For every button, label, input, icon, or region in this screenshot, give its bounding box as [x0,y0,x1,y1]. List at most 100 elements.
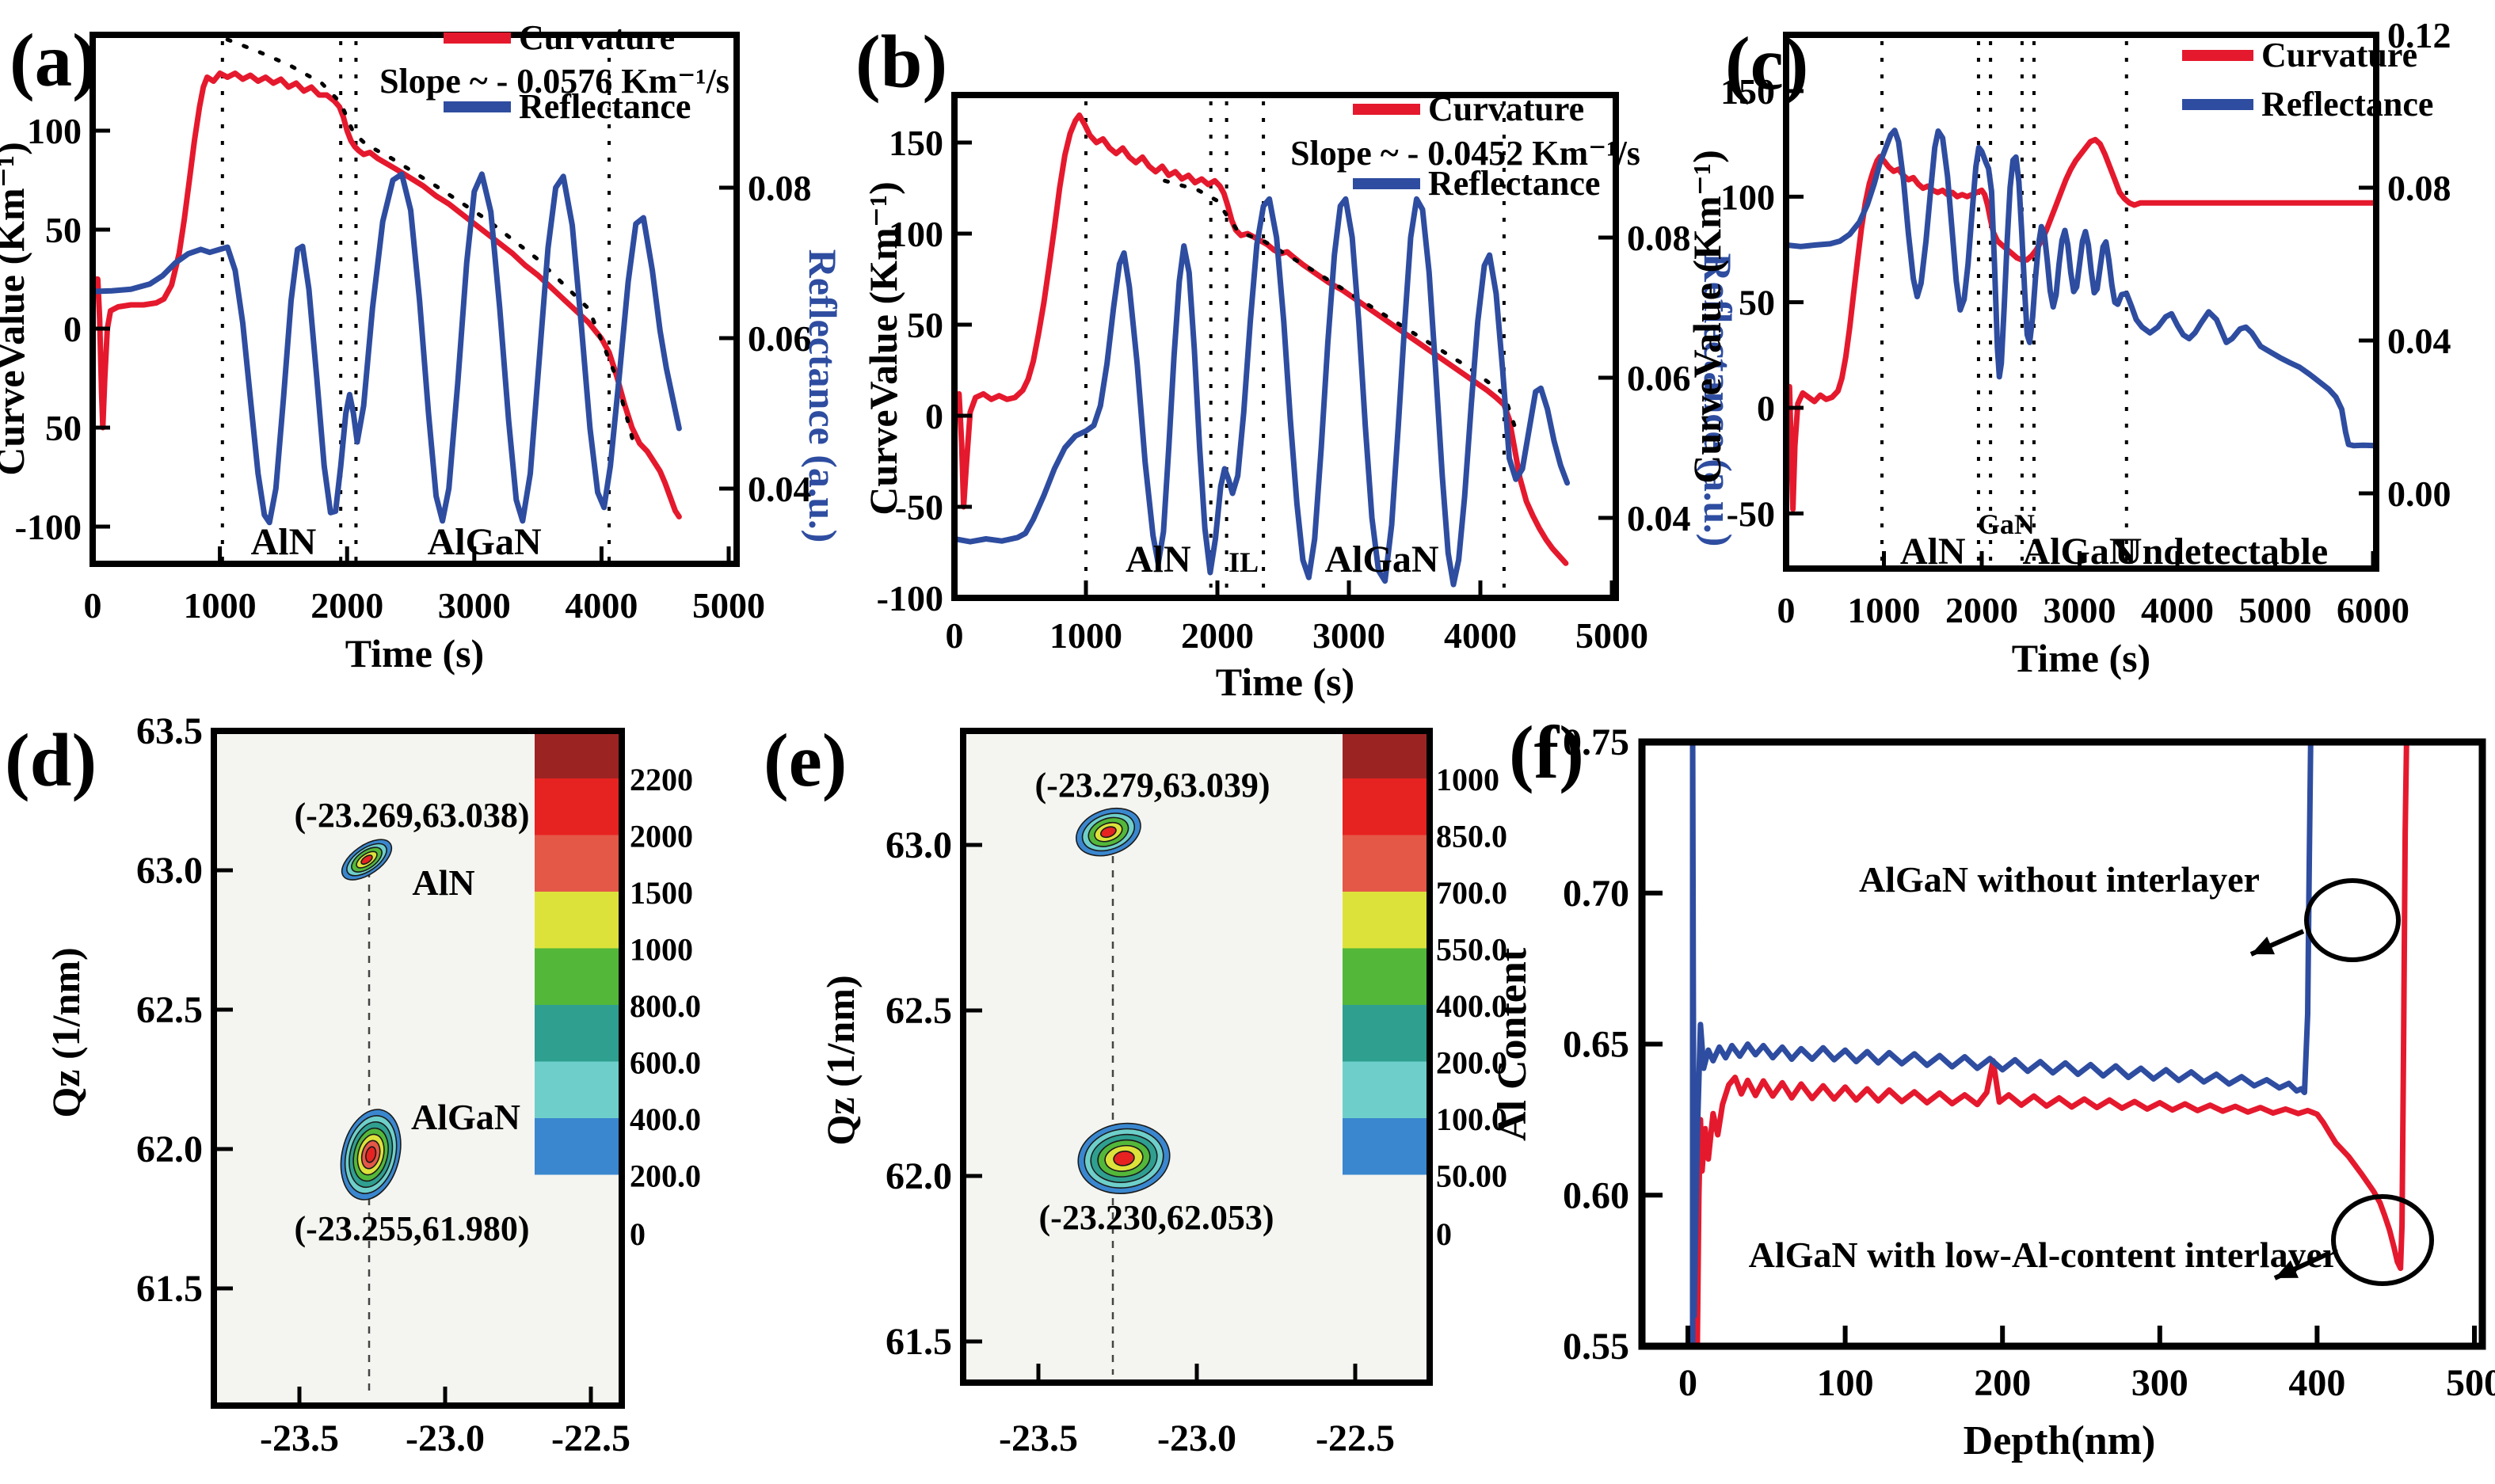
colorbar-band [1343,1005,1428,1062]
y-left-tick-label: 150 [889,123,943,163]
x-tick-label: 100 [1817,1362,1874,1404]
colorbar-label: 400.0 [630,1102,701,1137]
x-tick-label: 500 [2446,1362,2495,1404]
y-left-tick-label: 0 [1757,388,1775,428]
y-left-tick-label: 50 [907,305,943,345]
y-tick-label: 62.0 [136,1128,203,1170]
peak-coordinates: (-23.279,63.039) [1035,766,1270,805]
y-right-tick-label: 0.12 [2387,15,2451,55]
x-tick-label: 3000 [438,585,511,626]
series-with-interlayer [1694,742,2409,1346]
y-right-tick-label: 0.06 [748,318,812,359]
y-tick-label: 0.70 [1563,873,1629,915]
x-axis-title: Time (s) [345,631,484,675]
y-left-tick-label: 0 [63,309,82,349]
x-tick-label: 4000 [2141,590,2214,630]
colorbar-label: 800.0 [630,988,701,1024]
y-right-tick-label: 0.04 [748,469,812,509]
y-right-tick-label: 0.06 [1627,358,1691,398]
highlight-circle-red-dip [2331,1194,2434,1286]
y-tick-label: 62.0 [886,1155,952,1197]
x-tick-label: -23.5 [260,1417,339,1459]
colorbar-band [1343,778,1428,835]
colorbar-band [1343,1118,1428,1175]
series-curvature [954,112,1569,566]
x-tick-label: -22.5 [551,1417,630,1459]
colorbar-label: 600.0 [630,1045,701,1081]
series-reflectance [93,171,682,526]
panel-letter: (a) [10,18,97,102]
colorbar-label: 850.0 [1436,819,1507,854]
y-left-tick-label: -50 [1727,493,1775,534]
peak-coordinates: (-23.255,61.980) [295,1209,530,1248]
slope-annotation: Slope ~ - 0.0452 Km⁻¹/s [1290,134,1640,173]
series-curvature [93,70,682,519]
legend-label-curvature: Curvature [1428,89,1584,128]
peak-coordinates: (-23.269,63.038) [295,796,530,835]
arrow-head [2275,1260,2299,1278]
colorbar-label: 1000 [1436,762,1499,797]
colorbar-label: 550.0 [1436,932,1507,968]
panel-letter: (f) [1509,710,1584,794]
x-tick-label: 4000 [565,585,638,626]
y-left-tick-label: 50 [45,408,82,448]
phase-label-algan: AlGaN [1325,538,1439,580]
y-tick-label: 0.65 [1563,1024,1629,1066]
y-left-axis-title: CurveValue (Km⁻¹) [861,181,905,515]
y-left-tick-label: 150 [1720,71,1775,112]
colorbar-label: 50.00 [1436,1159,1507,1194]
x-tick-label: 200 [1974,1362,2031,1404]
x-tick-label: 2000 [310,585,383,626]
y-tick-label: 63.0 [136,850,203,892]
slope-annotation: Slope ~ - 0.0576 Km⁻¹/s [379,62,729,101]
y-tick-label: 62.5 [886,990,952,1032]
y-right-tick-label: 0.08 [2387,168,2451,208]
y-axis-title: Qz (1/nm) [44,947,88,1117]
y-left-tick-label: -100 [877,578,943,618]
y-left-tick-label: 100 [1720,177,1775,217]
colorbar-band [1343,835,1428,892]
series-reflectance [954,196,1571,588]
colorbar-label: 400.0 [1436,988,1507,1024]
y-tick-label: 63.0 [886,824,952,866]
contour-peak-AlGaN [340,1109,402,1201]
y-left-tick-label: 50 [45,210,82,250]
y-left-axis-title: CurveValue (Km⁻¹) [1685,150,1729,483]
colorbar-band [1343,1061,1428,1118]
y-right-tick-label: 0.04 [2387,321,2451,361]
x-tick-label: 1000 [1848,590,1921,630]
panel-letter: (c) [1725,21,1808,105]
contour-peak-p1 [1077,1122,1171,1194]
series-slope-guide [225,37,637,450]
y-right-axis-title: Reflectance (a.u.) [801,249,845,543]
x-tick-label: 0 [84,585,102,626]
y-left-tick-label: -100 [15,507,82,547]
x-tick-label: 300 [2131,1362,2188,1404]
panel-f: 0 100 200 300 400 500 0.75 0.70 0.65 0.60 0.55 Dept… [1490,710,2495,1463]
colorbar-band [1343,948,1428,1005]
y-axis-title: Al Content [1490,947,1535,1141]
x-axis-title: Qx (1/nm) [315,1480,488,1484]
x-tick-label: 6000 [2337,590,2409,630]
panel-c: 0 1000 2000 3000 4000 5000 6000 150 100 50 0 -50 0.1… [1685,15,2451,680]
phase-label-undetectable: Undetectable [2115,531,2328,573]
x-tick-label: -22.5 [1316,1417,1395,1459]
plot-area [1642,742,2482,1346]
phase-label-gan: GaN [1978,508,2035,540]
colorbar-band [535,1118,620,1175]
x-tick-label: 5000 [1575,615,1648,656]
x-tick-label: 1000 [1049,615,1122,656]
panel-b: 0 1000 2000 3000 4000 5000 150 100 50 0 -50 -100 0.0… [855,20,1740,704]
contour-ring [1099,826,1117,839]
colorbar-band [1343,892,1428,949]
y-left-axis-title: CurveValue (Km⁻¹) [0,142,32,475]
y-tick-label: 0.60 [1563,1174,1629,1216]
x-tick-label: 3000 [2044,590,2116,630]
phase-label-aln: AlN [1900,531,1966,573]
colorbar-band [535,1005,620,1062]
colorbar-label: 100.0 [1436,1102,1507,1137]
y-right-tick-label: 0.08 [1627,218,1691,258]
y-right-axis-title: Reflectance (a.u.) [1696,253,1740,547]
peak-name: AlGaN [411,1097,520,1137]
